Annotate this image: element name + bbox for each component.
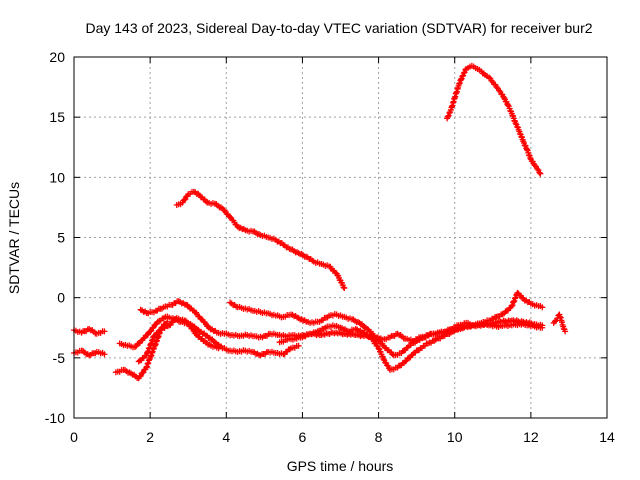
data-point: [139, 369, 146, 376]
grid: [74, 57, 607, 418]
data-point: [444, 113, 451, 120]
data-point: [227, 214, 234, 221]
data-point: [380, 356, 387, 363]
series-arc-d: [135, 315, 302, 365]
data-point: [493, 84, 500, 91]
data-point: [512, 120, 519, 127]
data-point: [446, 109, 453, 116]
axis-ticks: 0 2 4 6 8 10 12 14 -10 -5 0 5 10 15 20: [45, 49, 615, 445]
data-point: [202, 198, 209, 205]
data-point: [505, 102, 512, 109]
data-point: [150, 333, 157, 340]
y-axis-label: SDTVAR / TECUs: [6, 182, 22, 294]
y-tick-label: 20: [49, 49, 65, 65]
x-tick-label: 4: [222, 429, 230, 445]
x-tick-label: 2: [146, 429, 154, 445]
data-point: [536, 169, 543, 176]
y-tick-label: -10: [45, 410, 65, 426]
data-point: [537, 170, 544, 177]
data-point: [485, 74, 492, 81]
data-point: [445, 112, 452, 119]
y-tick-label: 15: [49, 109, 65, 125]
series-arc-a2: [71, 347, 108, 359]
series-arc-j: [550, 311, 569, 335]
data-point: [131, 344, 138, 351]
data-point: [341, 285, 348, 292]
x-tick-label: 12: [523, 429, 539, 445]
data-point: [460, 70, 467, 77]
data-point: [402, 358, 409, 365]
data-point: [562, 328, 569, 335]
data-point: [101, 328, 108, 335]
data-point: [340, 284, 347, 291]
data-point: [551, 318, 558, 325]
data-point: [531, 162, 538, 169]
x-tick-label: 8: [375, 429, 383, 445]
series-arc-i: [444, 62, 544, 177]
chart-title: Day 143 of 2023, Sidereal Day-to-day VTE…: [85, 20, 592, 36]
data-point: [496, 87, 503, 94]
data-point: [295, 342, 302, 349]
series-arc-a1: [71, 325, 108, 337]
y-tick-label: -5: [53, 350, 66, 366]
series-arc-h: [276, 321, 546, 373]
data-point: [181, 196, 188, 203]
data-point: [539, 304, 546, 311]
x-axis-label: GPS time / hours: [287, 458, 394, 474]
y-tick-label: 5: [57, 230, 65, 246]
data-point: [286, 346, 293, 353]
data-point: [192, 330, 199, 337]
x-tick-label: 14: [599, 429, 615, 445]
data-point: [539, 324, 546, 331]
series-arc-f: [173, 188, 348, 292]
x-tick-label: 6: [299, 429, 307, 445]
data-point: [147, 328, 154, 335]
data-points: [71, 62, 569, 382]
data-point: [149, 325, 156, 332]
x-tick-label: 0: [70, 429, 78, 445]
data-point: [136, 373, 143, 380]
y-tick-label: 0: [57, 290, 65, 306]
data-point: [375, 345, 382, 352]
x-tick-label: 10: [447, 429, 463, 445]
data-point: [519, 294, 526, 301]
data-point: [534, 165, 541, 172]
data-point: [101, 351, 108, 358]
data-point: [459, 73, 466, 80]
y-tick-label: 10: [49, 169, 65, 185]
